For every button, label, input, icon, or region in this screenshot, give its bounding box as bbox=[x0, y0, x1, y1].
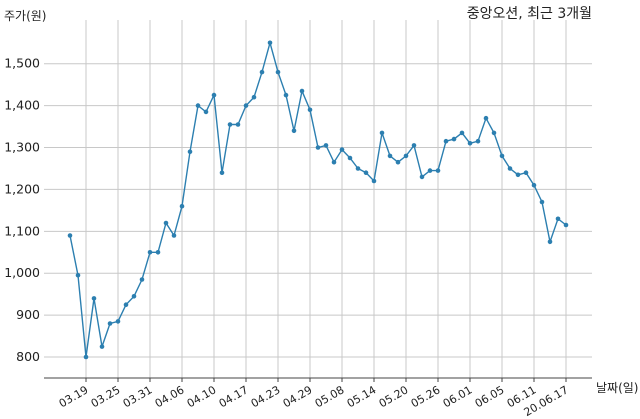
data-point bbox=[163, 220, 169, 226]
data-point bbox=[267, 40, 273, 46]
data-point bbox=[259, 69, 265, 75]
data-point bbox=[307, 107, 313, 113]
x-tick-label: 03.25 bbox=[89, 383, 123, 410]
x-tick-label: 04.23 bbox=[249, 383, 283, 410]
data-point bbox=[123, 302, 129, 308]
data-point bbox=[515, 172, 521, 178]
data-point bbox=[467, 141, 473, 146]
data-point bbox=[243, 103, 249, 108]
x-axis-label: 날짜(일) bbox=[596, 381, 638, 395]
data-point bbox=[219, 170, 225, 175]
y-tick-label: 1,500 bbox=[4, 56, 40, 71]
data-point bbox=[547, 239, 553, 245]
data-point bbox=[203, 109, 209, 115]
data-point bbox=[67, 233, 73, 238]
x-tick-label: 05.20 bbox=[377, 383, 411, 410]
data-point bbox=[419, 174, 425, 180]
data-point bbox=[99, 344, 105, 349]
data-point bbox=[403, 153, 409, 159]
x-tick-label: 03.19 bbox=[57, 383, 91, 410]
data-point bbox=[179, 203, 185, 209]
x-tick-label: 05.08 bbox=[313, 383, 347, 410]
data-point bbox=[211, 92, 217, 98]
data-point bbox=[475, 138, 481, 144]
data-point bbox=[155, 250, 161, 255]
y-tick-label: 800 bbox=[16, 349, 40, 364]
y-tick-label: 900 bbox=[16, 307, 40, 322]
data-point bbox=[483, 115, 489, 121]
x-tick-label: 06.05 bbox=[473, 383, 507, 410]
data-point bbox=[275, 69, 281, 75]
data-point bbox=[491, 130, 497, 136]
data-point bbox=[443, 138, 449, 144]
data-point bbox=[187, 149, 193, 154]
data-point bbox=[195, 103, 201, 108]
data-point bbox=[299, 88, 305, 94]
data-point bbox=[499, 153, 505, 159]
data-point bbox=[395, 159, 401, 165]
series-layer bbox=[67, 40, 569, 360]
y-axis-label: 주가(원) bbox=[4, 9, 46, 23]
data-point bbox=[283, 92, 289, 98]
y-tick-label: 1,200 bbox=[4, 181, 40, 196]
data-point bbox=[555, 216, 561, 222]
x-tick-label: 04.10 bbox=[185, 383, 219, 410]
data-point bbox=[115, 319, 121, 324]
data-point bbox=[235, 122, 241, 127]
y-tick-label: 1,100 bbox=[4, 223, 40, 238]
data-point bbox=[291, 128, 297, 134]
x-tick-label: 03.31 bbox=[121, 383, 155, 410]
x-tick-label: 05.26 bbox=[409, 383, 443, 410]
data-point bbox=[171, 233, 177, 238]
data-point bbox=[379, 130, 385, 136]
data-point bbox=[139, 277, 145, 282]
x-tick-label: 04.17 bbox=[217, 383, 251, 410]
data-point bbox=[371, 178, 377, 184]
data-point bbox=[91, 296, 97, 301]
price-line bbox=[69, 40, 567, 358]
data-point bbox=[227, 122, 233, 127]
grid-layer bbox=[44, 20, 592, 378]
chart-title: 중앙오션, 최근 3개월 bbox=[467, 6, 592, 22]
data-point bbox=[315, 145, 321, 150]
data-point bbox=[131, 294, 137, 299]
data-point bbox=[107, 321, 113, 326]
data-point bbox=[251, 94, 257, 100]
data-point bbox=[147, 250, 153, 255]
x-tick-label: 05.14 bbox=[345, 383, 379, 410]
y-tick-label: 1,000 bbox=[4, 265, 40, 280]
x-tick-label: 06.01 bbox=[441, 383, 475, 410]
data-point bbox=[387, 153, 393, 159]
data-point bbox=[531, 182, 537, 188]
data-point bbox=[507, 166, 513, 171]
x-tick-label: 04.29 bbox=[281, 383, 315, 410]
data-point bbox=[459, 130, 465, 136]
y-tick-label: 1,400 bbox=[4, 98, 40, 113]
data-point bbox=[451, 136, 457, 142]
data-point bbox=[355, 166, 361, 171]
x-tick-label: 04.06 bbox=[153, 383, 187, 410]
data-point bbox=[435, 168, 441, 173]
data-point bbox=[563, 222, 569, 228]
data-point bbox=[75, 273, 81, 278]
data-point bbox=[363, 170, 369, 175]
data-point bbox=[83, 354, 89, 360]
data-point bbox=[539, 199, 545, 205]
data-point bbox=[339, 147, 345, 152]
data-point bbox=[523, 170, 529, 175]
data-point bbox=[323, 143, 329, 148]
data-point bbox=[331, 159, 337, 165]
y-tick-label: 1,300 bbox=[4, 140, 40, 155]
data-point bbox=[427, 168, 433, 173]
data-point bbox=[347, 155, 353, 161]
data-point bbox=[411, 143, 417, 148]
